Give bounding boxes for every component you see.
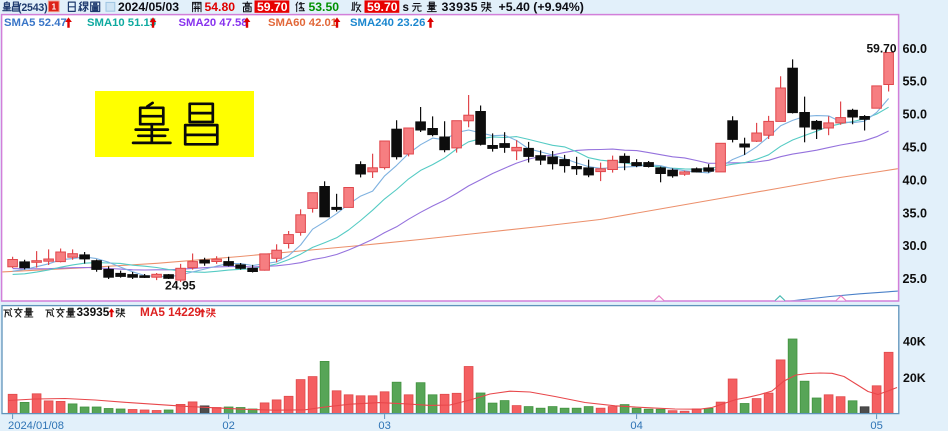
svg-text:60.0: 60.0 <box>903 42 928 56</box>
svg-text:(2543): (2543) <box>18 2 47 14</box>
svg-text:59.70: 59.70 <box>867 42 897 56</box>
svg-text:59.70: 59.70 <box>257 0 288 14</box>
svg-text:SMA60 42.01: SMA60 42.01 <box>268 17 337 29</box>
svg-text:59.70: 59.70 <box>367 0 398 14</box>
svg-text:03: 03 <box>378 420 390 431</box>
svg-text:2024/05/03: 2024/05/03 <box>118 0 179 14</box>
svg-text:SMA10 51.15: SMA10 51.15 <box>87 17 156 29</box>
svg-text:04: 04 <box>630 420 642 431</box>
svg-text:45.0: 45.0 <box>903 141 928 155</box>
svg-text:53.50: 53.50 <box>309 0 340 14</box>
svg-text:33935: 33935 <box>77 305 110 319</box>
svg-text:2024/01/08: 2024/01/08 <box>8 420 64 431</box>
svg-text:35.0: 35.0 <box>903 206 928 220</box>
svg-text:50.0: 50.0 <box>903 108 928 122</box>
svg-text:SMA240 23.26: SMA240 23.26 <box>350 17 425 29</box>
svg-text:25.0: 25.0 <box>903 272 928 286</box>
svg-text:54.80: 54.80 <box>205 0 236 14</box>
svg-text:SMA20 47.58: SMA20 47.58 <box>179 17 248 29</box>
svg-text:24.95: 24.95 <box>165 279 196 293</box>
svg-text:MA5 14229: MA5 14229 <box>140 305 201 319</box>
svg-text:30.0: 30.0 <box>903 239 928 253</box>
svg-text:SMA5 52.47: SMA5 52.47 <box>4 17 67 29</box>
svg-text:20K: 20K <box>903 371 926 385</box>
svg-text:40.0: 40.0 <box>903 173 928 187</box>
svg-text:02: 02 <box>222 420 234 431</box>
svg-text:55.0: 55.0 <box>903 75 928 89</box>
svg-text:+5.40 (+9.94%): +5.40 (+9.94%) <box>499 0 584 14</box>
svg-text:33935: 33935 <box>442 0 478 14</box>
svg-text:1: 1 <box>52 3 57 12</box>
svg-text:40K: 40K <box>903 335 926 349</box>
svg-text:05: 05 <box>870 420 882 431</box>
svg-text:s: s <box>403 2 409 14</box>
